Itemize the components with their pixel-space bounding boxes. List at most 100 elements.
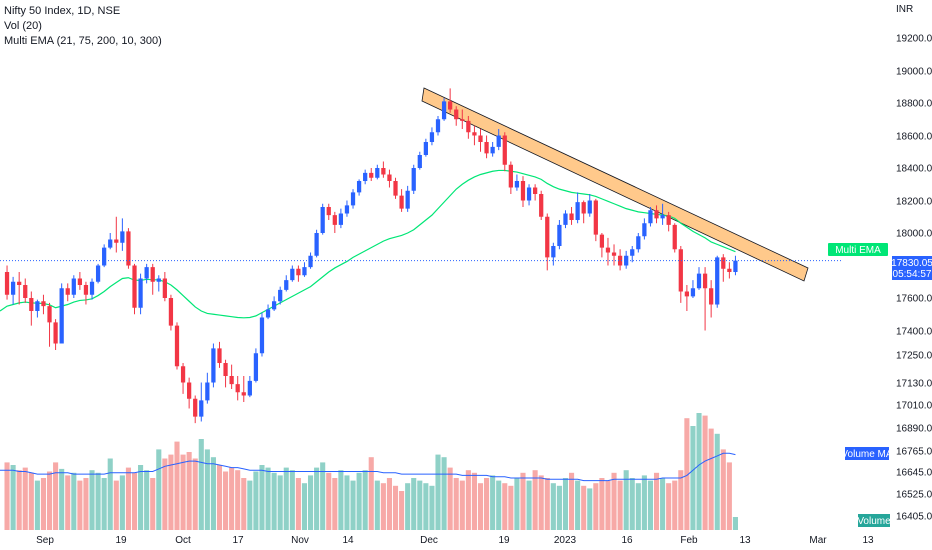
- candle-body: [654, 210, 659, 219]
- candle-body: [369, 172, 374, 178]
- trend-channel[interactable]: [421, 87, 809, 282]
- candle-body: [296, 268, 301, 276]
- candle-body: [405, 190, 410, 209]
- candle-body: [102, 247, 107, 266]
- candle-body: [551, 246, 556, 258]
- volume-bar: [653, 472, 660, 530]
- volume-bar: [22, 467, 28, 530]
- candle-body: [702, 273, 708, 289]
- price-badge: [892, 256, 932, 280]
- volume-bar: [101, 478, 107, 530]
- volume-bar: [471, 472, 477, 530]
- volume-bar: [720, 449, 726, 530]
- candle-body: [630, 249, 635, 256]
- candle-body: [53, 322, 58, 344]
- y-tick-label: 17600.00: [896, 294, 932, 305]
- volume-bar: [229, 467, 235, 530]
- volume-bar: [538, 475, 544, 530]
- volume-bar: [301, 483, 308, 530]
- legend-symbol-line[interactable]: Nifty 50 Index, 1D, NSE: [4, 5, 121, 17]
- volume-bar: [210, 457, 216, 530]
- volume-bar: [672, 480, 678, 530]
- volume-bar: [666, 483, 672, 530]
- volume-bar: [562, 478, 569, 530]
- volume-bar: [320, 462, 326, 530]
- volume-bar: [441, 457, 447, 530]
- volume-bar: [180, 454, 186, 530]
- volume-bar: [344, 475, 350, 530]
- candle-body: [156, 278, 161, 282]
- volume-bar: [83, 478, 89, 530]
- volume-bar: [131, 472, 138, 530]
- candle-body: [460, 119, 465, 121]
- volume-bar: [277, 475, 283, 530]
- candle-body: [95, 265, 101, 282]
- volume-bar: [544, 478, 550, 530]
- candle-body: [284, 280, 289, 290]
- volume-bar: [186, 452, 192, 530]
- volume-bar: [71, 472, 77, 530]
- candle-layer: [4, 88, 738, 424]
- volume-bar: [271, 472, 277, 530]
- volume-bar: [356, 472, 362, 530]
- volume-bar: [162, 458, 168, 530]
- volume-bar: [569, 472, 575, 530]
- candle-body: [678, 249, 683, 292]
- volume-bar: [16, 470, 22, 530]
- volume-bar: [726, 462, 732, 530]
- volume-bar: [362, 470, 368, 530]
- volume-bar: [204, 449, 210, 530]
- volume-bar: [107, 458, 113, 530]
- candle-body: [557, 224, 562, 247]
- candle-body: [71, 278, 76, 295]
- volume-bar: [113, 480, 119, 530]
- candle-body: [684, 291, 689, 297]
- candle-body: [381, 168, 386, 175]
- candle-body: [514, 181, 520, 188]
- candle-body: [211, 348, 216, 383]
- volume-bar: [435, 454, 441, 530]
- volume-bar: [684, 418, 690, 530]
- candle-body: [733, 260, 738, 273]
- candle-body: [502, 135, 507, 165]
- volume-bar: [581, 485, 587, 530]
- volume-bar: [150, 478, 156, 530]
- volume-bar: [641, 475, 647, 530]
- y-tick-label: 18600.00: [896, 132, 932, 143]
- candle-body: [144, 267, 149, 279]
- legend-ema-line[interactable]: Multi EMA (21, 75, 200, 10, 300): [4, 35, 162, 47]
- volume-bar: [599, 478, 605, 530]
- candle-body: [575, 202, 580, 221]
- y-tick-label: 17130.00: [896, 379, 932, 390]
- candle-body: [290, 268, 295, 281]
- volume-bar: [144, 470, 150, 530]
- candle-body: [466, 120, 471, 133]
- volume-bar: [617, 480, 623, 530]
- volume-layer: [4, 413, 738, 530]
- volume-bar: [520, 472, 526, 530]
- axis-layer: INR 19200.00 19000.00 18800.00 18600.00 18400…: [36, 4, 932, 546]
- candle-body: [217, 348, 222, 364]
- legend-volume-line[interactable]: Vol (20): [4, 20, 42, 32]
- candle-body: [599, 234, 605, 248]
- volume-bar: [192, 458, 198, 530]
- candle-body: [356, 181, 362, 193]
- candle-body: [326, 207, 331, 216]
- volume-bar: [46, 471, 53, 530]
- candle-body: [150, 267, 155, 282]
- volume-bar: [702, 415, 708, 530]
- x-tick-label: 2023: [554, 535, 577, 546]
- candle-body: [41, 301, 46, 307]
- y-tick-label: 19200.00: [896, 34, 932, 45]
- volume-bar: [411, 478, 417, 530]
- trend-channel-band[interactable]: [421, 87, 809, 282]
- volume-bar: [138, 465, 144, 530]
- candle-body: [174, 325, 180, 367]
- candle-body: [429, 132, 435, 142]
- volume-bar: [307, 475, 314, 530]
- volume-bar: [235, 470, 241, 530]
- volume-bar: [690, 426, 696, 530]
- volume-bar: [484, 478, 490, 530]
